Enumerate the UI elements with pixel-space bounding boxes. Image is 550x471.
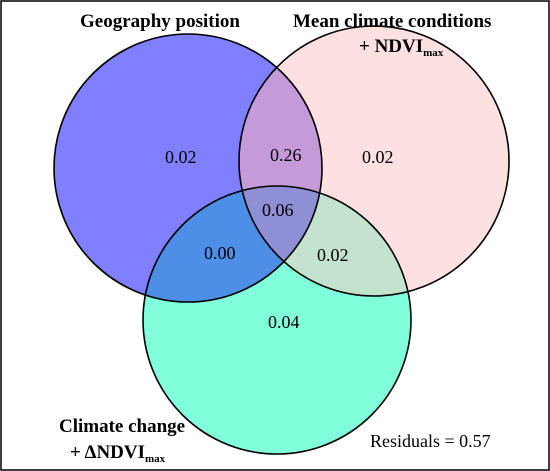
label-climate-change-dndvi: + ΔNDVI [70,442,145,463]
value-climate-change-only: 0.04 [268,312,300,332]
outline-geography [53,33,323,303]
value-geography-climate-change: 0.00 [204,243,236,263]
label-mean-climate-ndvi: + NDVI [359,36,423,57]
value-geography-mean-climate: 0.26 [270,145,302,165]
label-climate-change-sub: max [145,453,166,465]
outline-mean-climate [238,25,510,297]
label-geography-position: Geography position [80,11,240,32]
overlap-mean-climate-climate-change [239,186,411,296]
value-geography-only: 0.02 [165,147,197,167]
label-climate-change-line2: + ΔNDVImax [70,442,166,465]
outline-climate-change [142,185,412,455]
residuals-label: Residuals = 0.57 [370,431,491,451]
label-mean-climate-line2: + NDVImax [359,36,444,59]
label-mean-climate-line1: Mean climate conditions [293,11,491,32]
label-mean-climate-sub: max [423,47,444,59]
value-mean-climate-only: 0.02 [362,147,394,167]
value-all-three: 0.06 [262,200,294,220]
overlap-geography-climate-change [143,186,322,302]
label-climate-change-line1: Climate change [59,416,185,437]
value-mean-climate-climate-change: 0.02 [317,245,349,265]
